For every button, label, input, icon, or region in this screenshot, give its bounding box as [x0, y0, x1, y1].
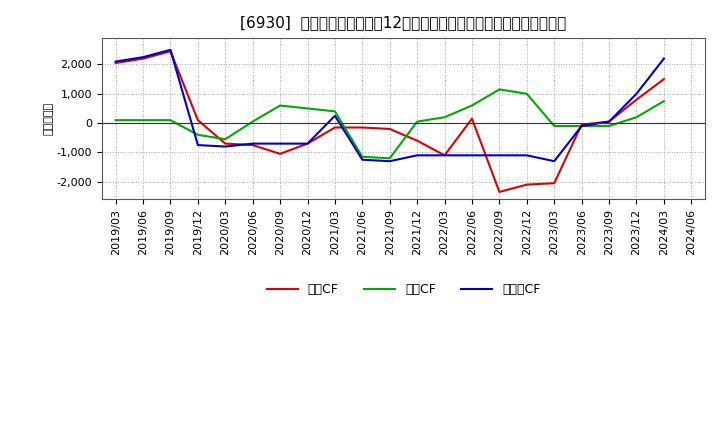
投資CF — [660, 99, 668, 104]
フリーCF — [605, 119, 613, 124]
営業CF — [440, 153, 449, 158]
投資CF — [605, 123, 613, 128]
営業CF — [385, 126, 394, 132]
営業CF — [523, 182, 531, 187]
Title: [6930]  キャッシュフローの12か月移動合計の対前年同期増減額の推移: [6930] キャッシュフローの12か月移動合計の対前年同期増減額の推移 — [240, 15, 567, 30]
投資CF — [495, 87, 504, 92]
フリーCF — [577, 123, 586, 128]
フリーCF — [550, 158, 559, 164]
投資CF — [303, 106, 312, 111]
フリーCF — [112, 59, 120, 64]
営業CF — [166, 49, 175, 54]
営業CF — [303, 141, 312, 146]
フリーCF — [468, 153, 477, 158]
フリーCF — [330, 113, 339, 118]
営業CF — [660, 77, 668, 82]
営業CF — [194, 117, 202, 123]
投資CF — [468, 103, 477, 108]
投資CF — [112, 117, 120, 123]
フリーCF — [248, 141, 257, 146]
営業CF — [605, 119, 613, 124]
営業CF — [112, 60, 120, 66]
フリーCF — [276, 141, 284, 146]
投資CF — [221, 136, 230, 142]
フリーCF — [523, 153, 531, 158]
営業CF — [495, 189, 504, 194]
投資CF — [166, 117, 175, 123]
Legend: 営業CF, 投資CF, フリーCF: 営業CF, 投資CF, フリーCF — [261, 278, 546, 301]
営業CF — [139, 56, 148, 61]
Line: フリーCF: フリーCF — [116, 50, 664, 161]
営業CF — [468, 116, 477, 121]
投資CF — [413, 119, 421, 124]
フリーCF — [358, 157, 366, 162]
フリーCF — [440, 153, 449, 158]
投資CF — [440, 114, 449, 120]
フリーCF — [660, 56, 668, 61]
投資CF — [330, 109, 339, 114]
フリーCF — [221, 144, 230, 149]
フリーCF — [139, 55, 148, 60]
フリーCF — [385, 158, 394, 164]
フリーCF — [632, 91, 641, 96]
投資CF — [385, 156, 394, 161]
投資CF — [248, 119, 257, 124]
投資CF — [194, 132, 202, 137]
営業CF — [330, 125, 339, 130]
投資CF — [358, 154, 366, 159]
Line: 投資CF: 投資CF — [116, 89, 664, 158]
営業CF — [413, 138, 421, 143]
フリーCF — [495, 153, 504, 158]
投資CF — [632, 114, 641, 120]
営業CF — [221, 141, 230, 146]
投資CF — [139, 117, 148, 123]
営業CF — [248, 143, 257, 148]
フリーCF — [166, 47, 175, 52]
投資CF — [276, 103, 284, 108]
営業CF — [577, 122, 586, 127]
投資CF — [550, 123, 559, 128]
営業CF — [550, 180, 559, 186]
Line: 営業CF: 営業CF — [116, 51, 664, 192]
投資CF — [577, 123, 586, 128]
フリーCF — [413, 153, 421, 158]
フリーCF — [303, 141, 312, 146]
フリーCF — [194, 143, 202, 148]
営業CF — [276, 151, 284, 157]
営業CF — [358, 125, 366, 130]
営業CF — [632, 97, 641, 102]
Y-axis label: （百万円）: （百万円） — [44, 102, 54, 135]
投資CF — [523, 91, 531, 96]
